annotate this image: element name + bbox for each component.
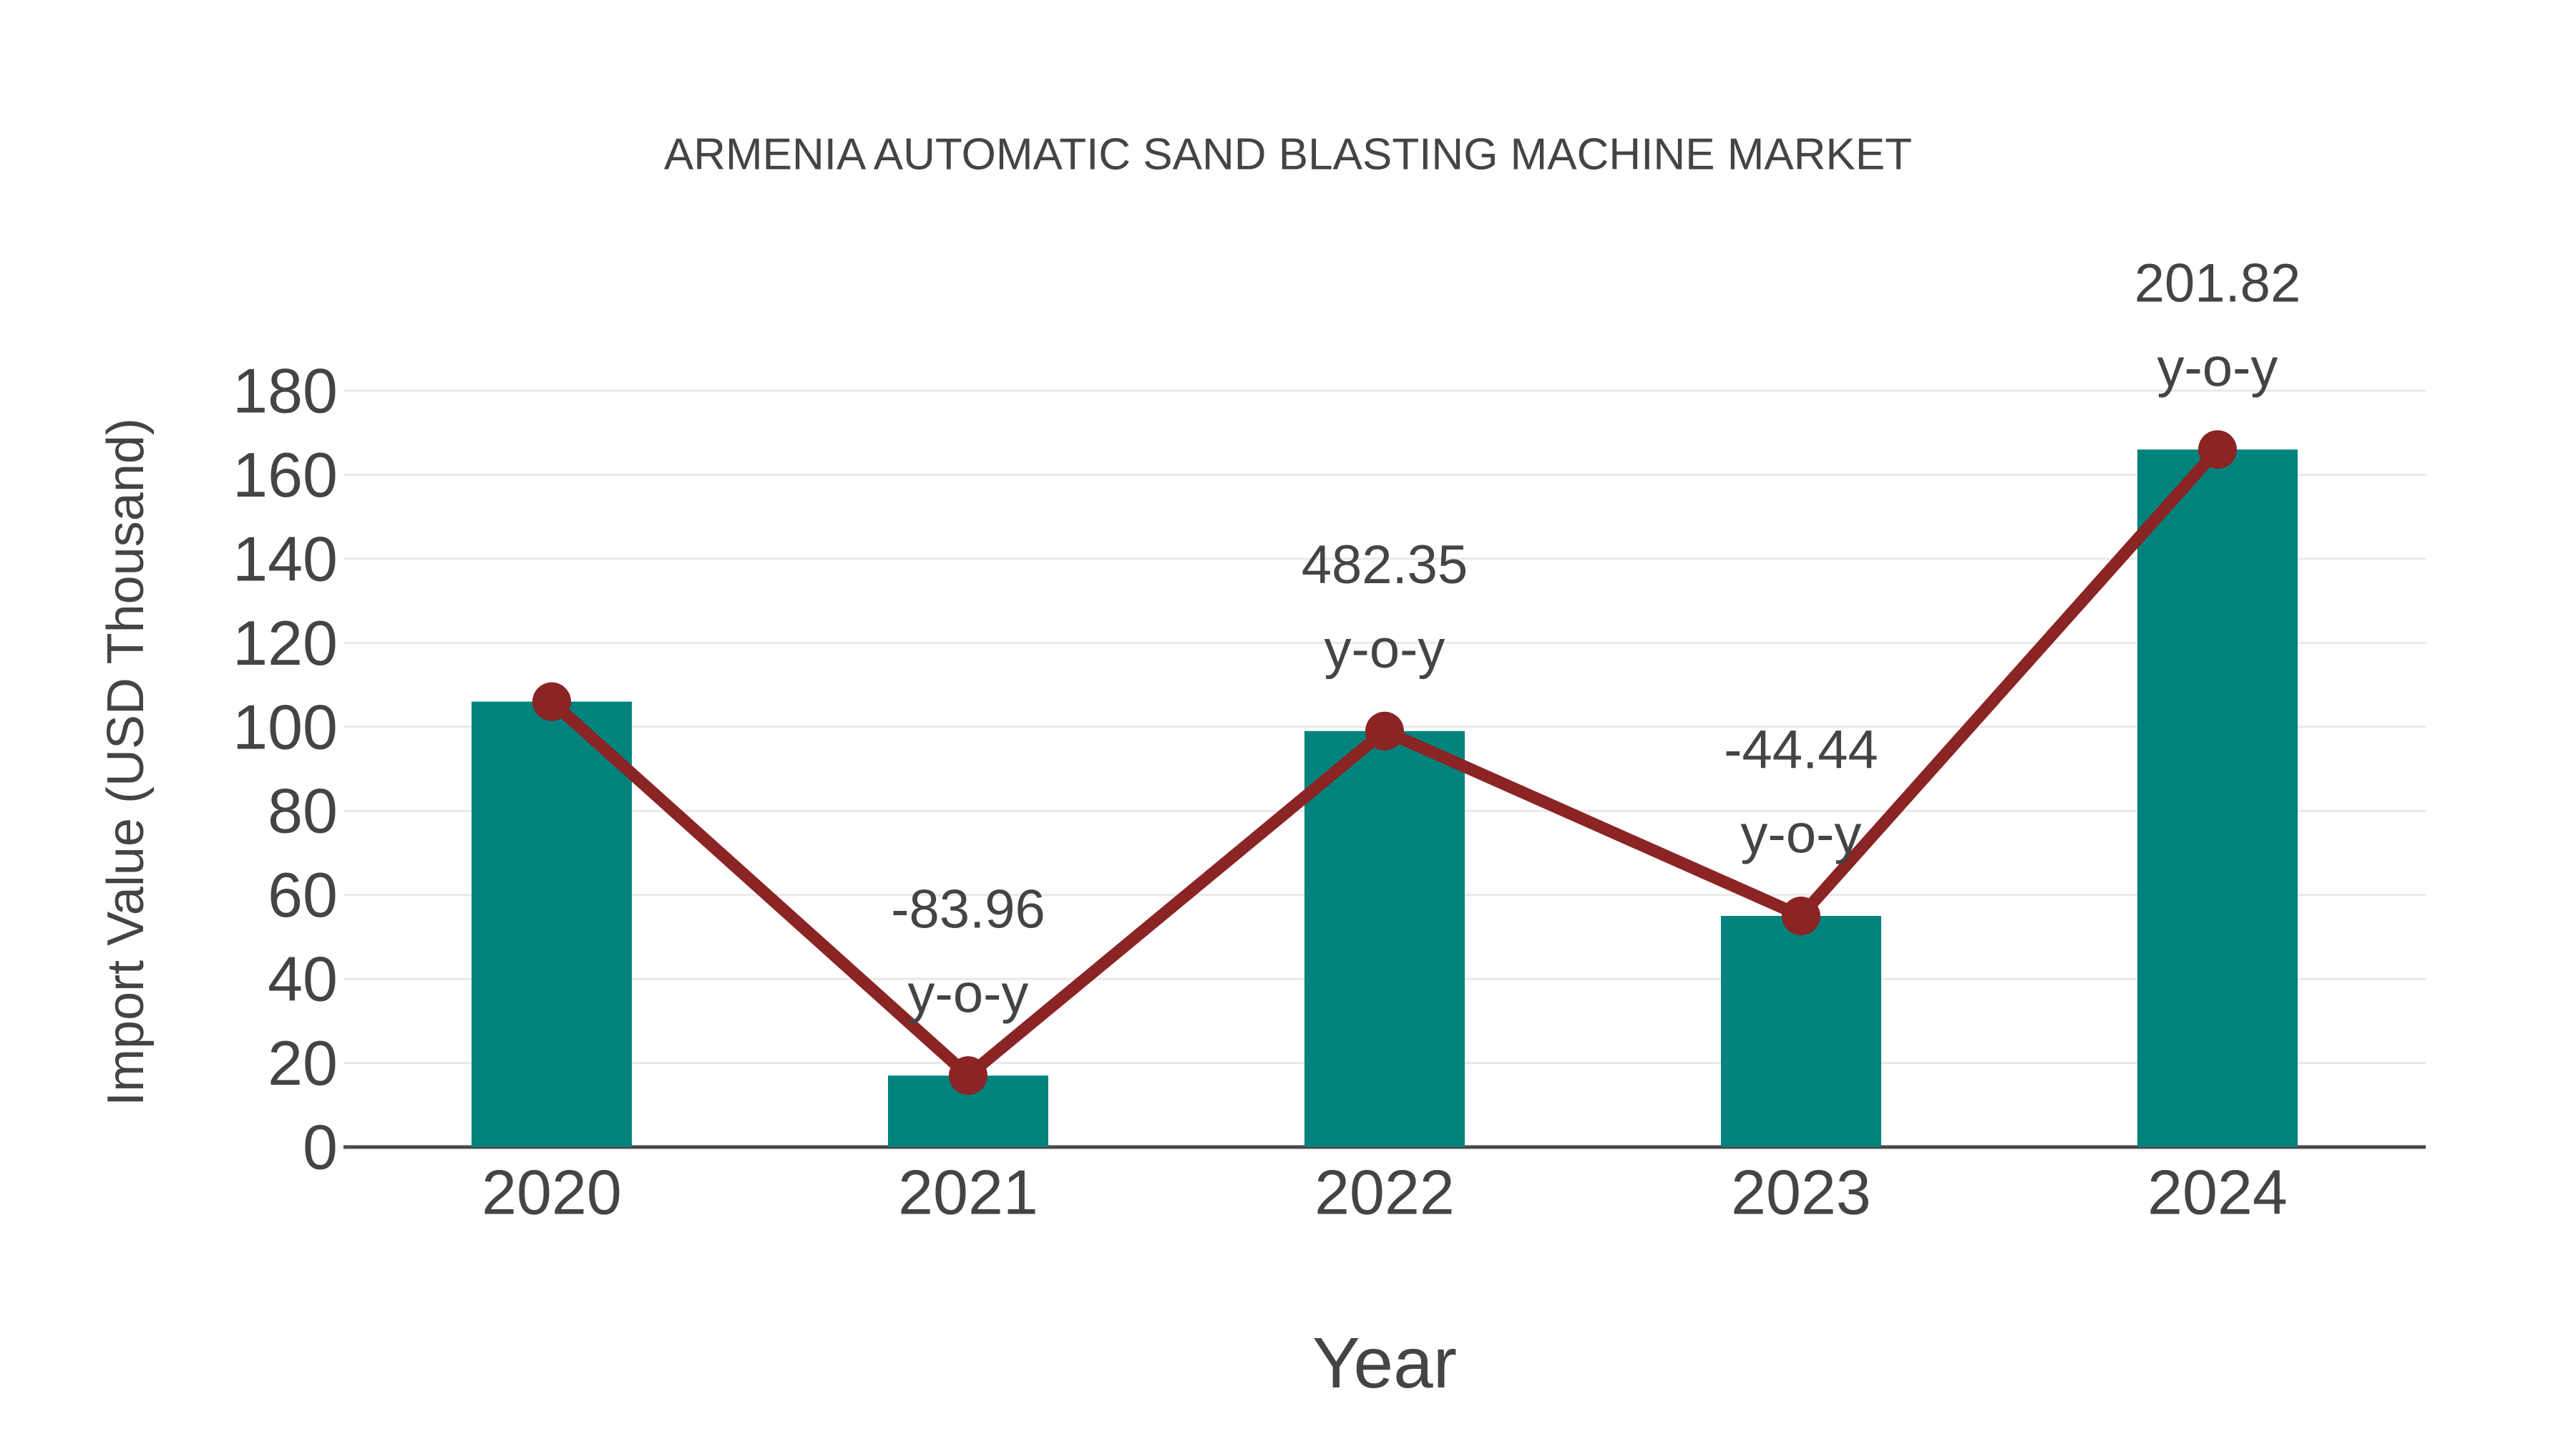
- yoy-marker-2023: [1782, 897, 1820, 936]
- line-layer: [532, 430, 2237, 1096]
- bar-2023: [1721, 916, 1881, 1147]
- annotation-value-2021: -83.96: [891, 879, 1045, 940]
- x-tick-label: 2020: [482, 1157, 622, 1228]
- annotation-layer: -83.96 y-o-y 482.35 y-o-y -44.44 y-o-y 201.82 y…: [891, 253, 2301, 1025]
- bar-2024: [2137, 449, 2298, 1147]
- x-tick-label: 2023: [1731, 1157, 1871, 1228]
- y-tick-label: 140: [233, 523, 338, 594]
- x-tick-label: 2024: [2147, 1157, 2288, 1228]
- annotation-value-2022: 482.35: [1302, 535, 1468, 595]
- y-tick-label: 100: [233, 691, 338, 762]
- yoy-marker-2021: [949, 1056, 987, 1096]
- yoy-marker-2020: [532, 682, 571, 721]
- annotation-sub-2022: y-o-y: [1324, 619, 1445, 680]
- y-tick-label: 20: [268, 1028, 338, 1098]
- bar-2020: [472, 701, 632, 1147]
- y-tick-label: 160: [233, 439, 338, 510]
- y-tick-label: 60: [268, 859, 338, 930]
- y-axis-title: Import Value (USD Thousand): [97, 418, 155, 1106]
- y-tick-label: 80: [268, 776, 338, 847]
- chart-title: ARMENIA AUTOMATIC SAND BLASTING MACHINE …: [664, 130, 1912, 180]
- tick-label-layer: 0 20 40 60 80 100 120 140 160 180 2020 2021 2022 2023…: [233, 356, 2288, 1228]
- yoy-marker-2024: [2198, 430, 2237, 469]
- x-tick-label: 2021: [898, 1157, 1038, 1228]
- bar-2022: [1304, 731, 1465, 1147]
- bar-layer: [472, 449, 2298, 1147]
- x-axis-title: Year: [1312, 1323, 1457, 1403]
- annotation-sub-2024: y-o-y: [2157, 338, 2278, 399]
- yoy-marker-2022: [1365, 711, 1404, 751]
- annotation-sub-2023: y-o-y: [1741, 804, 1862, 865]
- y-tick-label: 40: [268, 944, 338, 1015]
- y-tick-label: 120: [233, 608, 338, 678]
- x-tick-label: 2022: [1314, 1157, 1455, 1228]
- annotation-sub-2021: y-o-y: [908, 964, 1029, 1025]
- annotation-value-2024: 201.82: [2135, 253, 2301, 314]
- annotation-value-2023: -44.44: [1724, 720, 1878, 781]
- y-tick-label: 0: [303, 1112, 338, 1183]
- y-tick-label: 180: [233, 356, 338, 426]
